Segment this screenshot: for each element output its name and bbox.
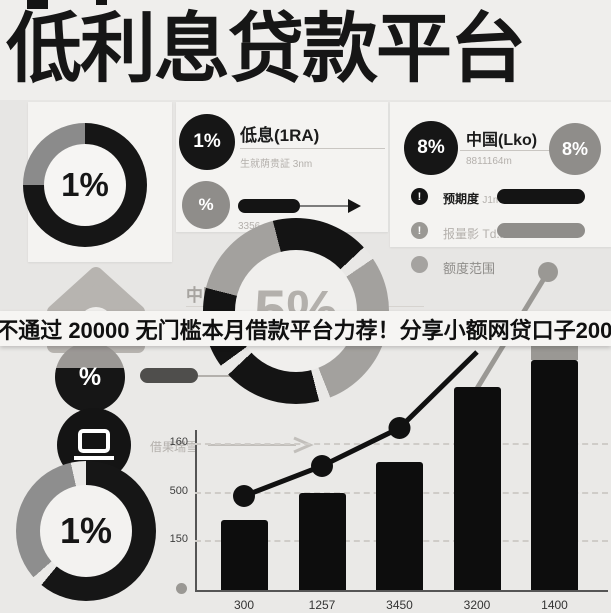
stat-badge-8pct-gray: 8% — [549, 123, 601, 175]
bar — [531, 360, 578, 590]
legend-row-expected: 预期度 J1mm — [443, 190, 510, 207]
axis-origin-dot — [176, 583, 187, 594]
stat-label-china: 中国(Lko) — [466, 132, 538, 149]
bullet-dot-icon — [411, 256, 428, 273]
stat-badge-pct: % — [182, 181, 230, 229]
alert-icon: ! — [411, 188, 428, 205]
banner-text: 核不通过 20000 无门槛本月借款平台力荐！分享小额网贷口子20000 — [0, 317, 611, 343]
trend-line — [233, 350, 479, 507]
stat-label-low-interest: 低息(1RA) — [240, 126, 320, 145]
arrow-right-icon — [300, 199, 361, 213]
legend-row-quota: 额度范围 — [443, 261, 496, 276]
legend-label: 预期度 — [443, 192, 480, 206]
legend-bar-dark — [497, 189, 585, 204]
top-crop-mark — [27, 0, 48, 9]
data-point-dot — [233, 485, 255, 507]
title-band — [0, 0, 611, 100]
stat-badge-1pct: 1% — [179, 114, 235, 170]
stat-subvalue: 3356 — [238, 221, 261, 232]
divider — [240, 148, 385, 149]
stat-subtext-right: 8811164m — [466, 156, 512, 167]
y-axis — [195, 430, 197, 590]
donut-chart-top-left: 1% — [23, 123, 147, 247]
alert-icon-gray: ! — [411, 222, 428, 239]
arrow-right-gray-icon — [208, 436, 314, 454]
donut-center-label: 1% — [40, 485, 132, 577]
gridline — [195, 443, 608, 445]
progress-pill — [238, 199, 300, 213]
y-tick-label: 160 — [169, 436, 188, 448]
x-tick-label: 300 — [233, 598, 255, 612]
legend-bar-gray — [497, 223, 585, 238]
divider — [460, 150, 568, 151]
donut-chart-bottom-left: 1% — [16, 461, 156, 601]
x-tick-label: 3200 — [463, 598, 491, 612]
top-crop-mark — [96, 0, 107, 5]
headline-banner: 核不通过 20000 无门槛本月借款平台力荐！分享小额网贷口子20000 — [0, 311, 611, 346]
percent-circle: % — [55, 342, 125, 412]
y-tick-label: 500 — [169, 485, 188, 497]
stat-badge-8pct: 8% — [404, 121, 458, 175]
bar — [453, 387, 501, 590]
data-point-dot — [388, 417, 411, 439]
stat-subtext: 生就荫贵証 3nm — [240, 159, 313, 170]
x-axis — [195, 590, 608, 592]
bar — [298, 493, 346, 590]
monitor-icon — [74, 429, 114, 460]
legend-suffix: J1mm — [482, 195, 510, 206]
y-tick-label: 150 — [169, 533, 188, 545]
progress-pill-dark — [140, 368, 198, 383]
legend-label: 报量影 — [443, 227, 480, 241]
x-tick-label: 1257 — [308, 598, 336, 612]
data-point-dot — [311, 455, 333, 477]
monitor-row-label: 借果瑞雪 — [150, 440, 199, 454]
x-tick-label: 1400 — [541, 598, 568, 612]
bar-line-chart: 160 500 150 300 1257 3450 3200 1400 — [160, 338, 611, 613]
donut-center-label: 1% — [44, 144, 126, 226]
bar — [376, 462, 423, 590]
x-tick-label: 3450 — [386, 598, 413, 612]
bar — [220, 520, 268, 590]
page-title: 低利息贷款平台 — [6, 7, 526, 92]
